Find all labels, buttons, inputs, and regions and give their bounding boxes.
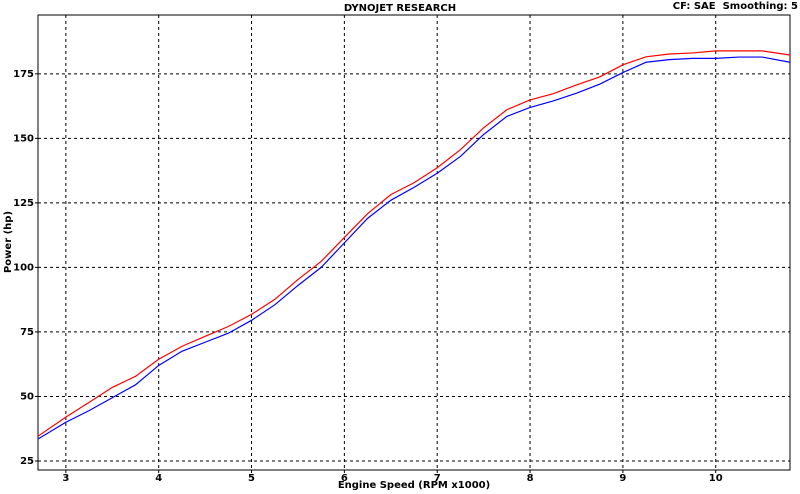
y-tick-label: 50	[20, 391, 34, 402]
y-tick-label: 75	[20, 327, 34, 338]
x-tick-label: 7	[434, 473, 441, 484]
x-tick-label: 3	[62, 473, 69, 484]
x-tick-label: 9	[619, 473, 626, 484]
x-tick-label: 6	[341, 473, 348, 484]
y-tick-label: 25	[20, 456, 34, 467]
annotation: CF: SAE Smoothing: 5	[673, 1, 798, 12]
power-line	[37, 50, 791, 437]
y-tick-label: 150	[13, 133, 34, 144]
x-axis-label: Engine Speed (RPM x1000)	[338, 480, 490, 491]
y-tick-label: 100	[13, 262, 34, 273]
x-tick-label: 8	[527, 473, 534, 484]
chart-title: DYNOJET RESEARCH	[344, 3, 456, 14]
y-tick-label: 125	[13, 198, 34, 209]
plot-frame	[37, 14, 791, 471]
y-axis-label: Power (hp)	[3, 211, 14, 273]
x-tick-label: 5	[248, 473, 255, 484]
x-tick-label: 10	[709, 473, 723, 484]
x-tick-label: 4	[155, 473, 162, 484]
power-line	[37, 56, 791, 440]
y-tick-label: 175	[13, 69, 34, 80]
